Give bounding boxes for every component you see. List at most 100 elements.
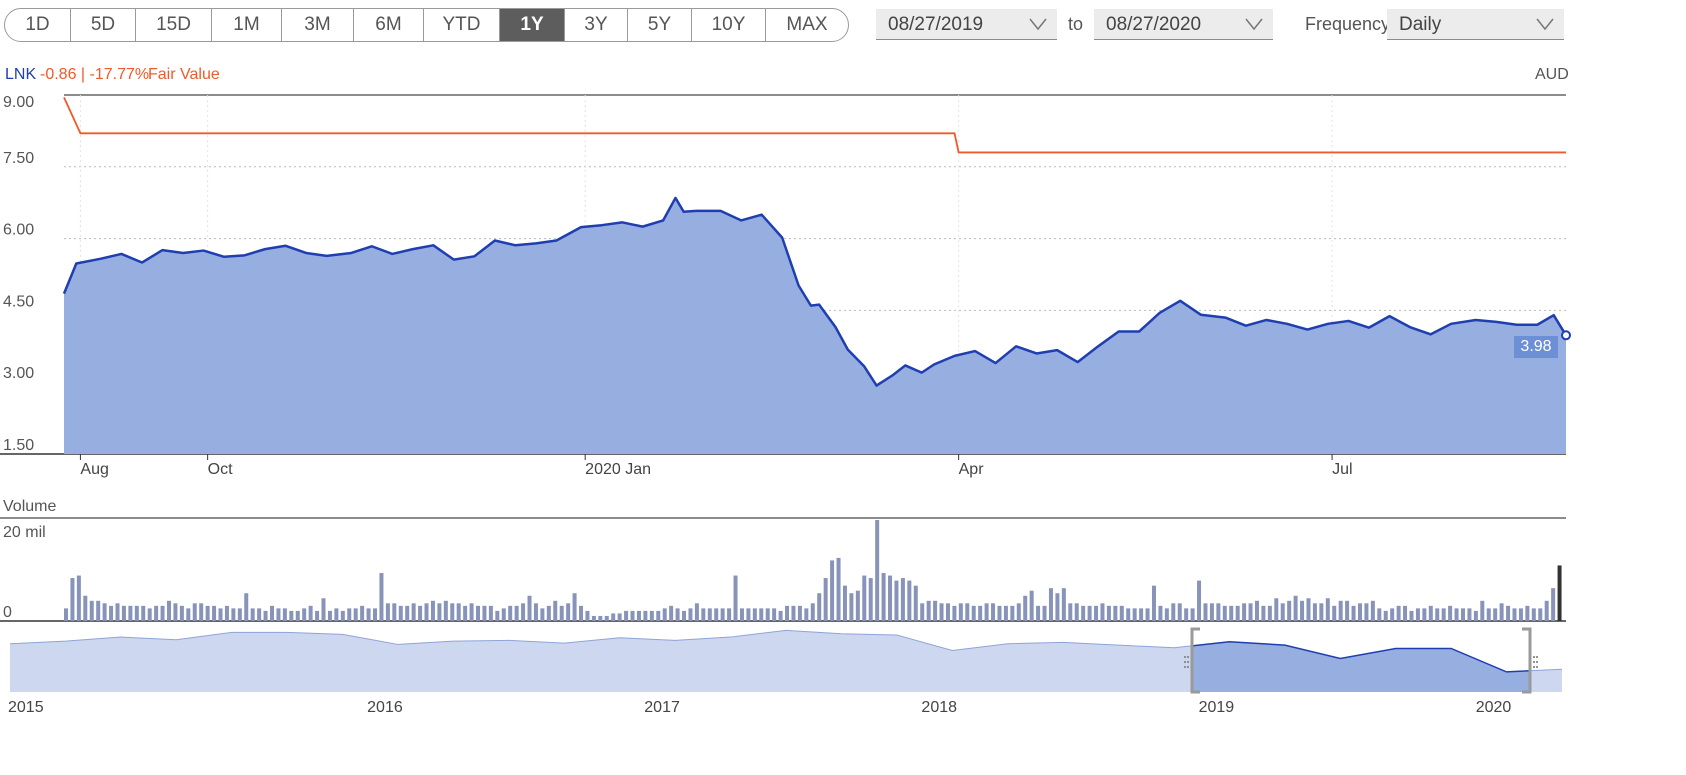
navigator-handle[interactable] <box>1522 627 1532 694</box>
volume-bar <box>1538 608 1543 621</box>
volume-bar <box>1441 608 1446 621</box>
volume-bar <box>900 578 905 621</box>
volume-bar <box>1242 603 1247 621</box>
fair-value-line <box>63 97 1566 154</box>
grip-dots-icon <box>1186 665 1190 669</box>
volume-bar <box>102 603 107 621</box>
range-button-5y[interactable]: 5Y <box>628 9 692 41</box>
date-to-value: 08/27/2020 <box>1106 14 1202 35</box>
price-y-axis: 9.00 7.50 6.00 4.50 3.00 1.50 <box>3 94 34 454</box>
volume-bar <box>424 603 429 621</box>
volume-bar <box>598 615 603 621</box>
volume-bar <box>662 608 667 621</box>
volume-bar <box>1113 605 1118 621</box>
range-button-10y[interactable]: 10Y <box>692 9 766 41</box>
navigator-handle[interactable] <box>1190 627 1200 694</box>
chevron-down-icon <box>1536 18 1554 31</box>
volume-bar <box>508 605 513 621</box>
grip-dots-icon <box>1183 660 1187 664</box>
range-button-ytd[interactable]: YTD <box>424 9 500 41</box>
volume-bar <box>160 605 165 621</box>
volume-bar <box>199 603 204 621</box>
volume-bar <box>192 603 197 621</box>
volume-bar <box>585 610 590 621</box>
volume-bar <box>263 610 268 621</box>
volume-bar <box>250 608 255 621</box>
range-button-6m[interactable]: 6M <box>354 9 424 41</box>
navigator-selection[interactable] <box>10 630 1562 692</box>
volume-bar <box>224 605 229 621</box>
volume-bar <box>1467 608 1472 621</box>
volume-bar <box>1203 603 1208 621</box>
volume-bar <box>1139 608 1144 621</box>
volume-bar <box>1235 605 1240 621</box>
range-button-1d[interactable]: 1D <box>5 9 71 41</box>
volume-bar <box>933 600 938 621</box>
volume-bar <box>128 605 133 621</box>
frequency-select[interactable]: Daily <box>1387 9 1564 40</box>
volume-bar <box>875 520 880 621</box>
volume-bar <box>1003 605 1008 621</box>
grip-dots-icon <box>1532 665 1536 669</box>
volume-bar <box>1100 603 1105 621</box>
volume-bar <box>1338 600 1343 621</box>
volume-bar <box>1454 608 1459 621</box>
volume-bar <box>1300 600 1305 621</box>
volume-bar <box>701 608 706 621</box>
range-button-3m[interactable]: 3M <box>282 9 354 41</box>
volume-bar <box>237 608 242 621</box>
volume-bar <box>1512 608 1517 621</box>
navigator-year-label: 2020 <box>1476 699 1512 716</box>
price-y-tick-label: 1.50 <box>3 437 34 454</box>
volume-bar <box>1119 605 1124 621</box>
navigator-chart[interactable]: 2015 2016 2017 2018 2019 2020 <box>8 627 1563 716</box>
volume-bar <box>572 593 577 621</box>
volume-bar <box>707 608 712 621</box>
volume-bar <box>302 608 307 621</box>
volume-bar <box>1351 605 1356 621</box>
range-button-max[interactable]: MAX <box>786 14 828 35</box>
volume-bar <box>154 605 159 621</box>
last-price-badge: 3.98 <box>1514 336 1558 358</box>
volume-bar <box>469 603 474 621</box>
grip-dots-icon <box>1535 665 1539 669</box>
range-button-5d[interactable]: 5D <box>71 9 136 41</box>
price-chart <box>62 97 1571 454</box>
volume-bar <box>591 615 596 621</box>
volume-bar <box>1190 608 1195 621</box>
volume-bar <box>965 603 970 621</box>
volume-bar <box>1216 603 1221 621</box>
volume-bar <box>1403 605 1408 621</box>
range-button-15d[interactable]: 15D <box>136 9 212 41</box>
volume-bar <box>308 605 313 621</box>
volume-bar <box>405 605 410 621</box>
volume-bar <box>984 603 989 621</box>
volume-bar <box>1390 608 1395 621</box>
range-button-3y[interactable]: 3Y <box>565 9 628 41</box>
volume-bar <box>804 608 809 621</box>
price-line <box>62 196 1568 387</box>
date-to-select[interactable]: 08/27/2020 <box>1094 9 1273 40</box>
volume-bar <box>1055 593 1060 621</box>
volume-bar <box>1518 608 1523 621</box>
volume-bar <box>231 608 236 621</box>
volume-bar <box>270 605 274 621</box>
navigator-year-label: 2019 <box>1199 699 1235 716</box>
range-button-1m[interactable]: 1M <box>212 9 282 41</box>
volume-bar <box>212 605 217 621</box>
volume-bar <box>89 600 94 621</box>
volume-bar <box>797 605 802 621</box>
volume-bar <box>894 580 899 621</box>
volume-bar <box>1081 605 1086 621</box>
date-from-select[interactable]: 08/27/2019 <box>876 9 1057 40</box>
volume-bar <box>1158 605 1163 621</box>
volume-bar <box>675 608 680 621</box>
volume-title: Volume <box>3 498 56 515</box>
volume-bar <box>482 605 487 621</box>
volume-bar <box>276 608 281 621</box>
price-x-axis: Aug Oct 2020 Jan Apr Jul <box>79 454 1353 478</box>
volume-bar <box>1525 605 1530 621</box>
volume-bar <box>418 605 423 621</box>
range-button-1y[interactable]: 1Y <box>500 9 565 41</box>
fair-value-legend: Fair Value <box>148 66 220 83</box>
